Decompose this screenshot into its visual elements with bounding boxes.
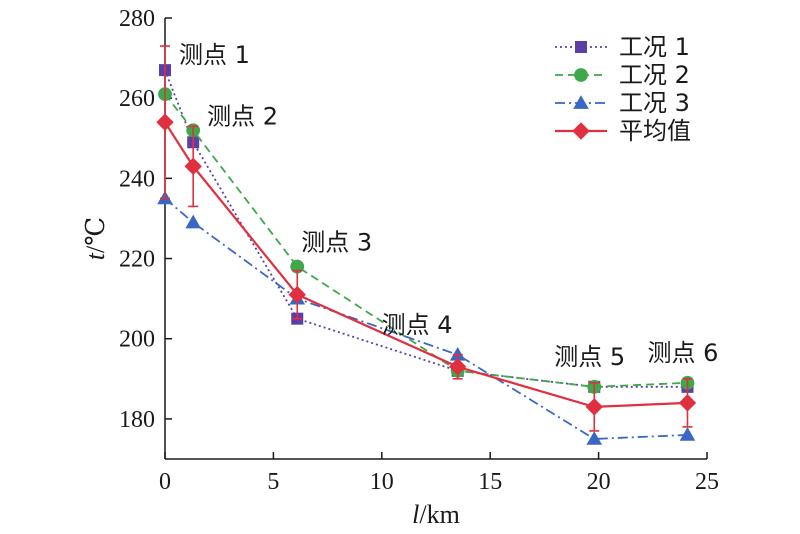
series-layer bbox=[156, 45, 697, 445]
data-point bbox=[185, 214, 201, 229]
legend-label: 工况 3 bbox=[619, 89, 690, 117]
y-tick-label: 240 bbox=[119, 166, 155, 192]
series-line bbox=[164, 69, 688, 388]
annotation-label: 测点 2 bbox=[207, 102, 278, 130]
legend-entry-3: 工况 3 bbox=[555, 89, 690, 117]
y-tick-label: 260 bbox=[119, 86, 155, 112]
x-tick-label: 10 bbox=[370, 469, 394, 495]
legend-marker bbox=[574, 68, 588, 82]
x-tick-label: 5 bbox=[267, 469, 279, 495]
x-axis-unit: /km bbox=[419, 500, 459, 529]
annotation-layer: 测点 1 测点 2 测点 3 测点 4 测点 5 测点 6 bbox=[179, 41, 718, 371]
y-tick-label: 220 bbox=[119, 247, 155, 273]
data-point bbox=[288, 285, 306, 304]
x-tick-label: 0 bbox=[159, 469, 171, 495]
data-point bbox=[679, 427, 696, 441]
y-tick-label: 180 bbox=[119, 407, 155, 433]
x-tick-label: 15 bbox=[478, 469, 502, 495]
x-axis-variable: l bbox=[412, 500, 419, 529]
data-point bbox=[586, 431, 603, 445]
x-tick-label: 25 bbox=[695, 469, 719, 495]
data-point bbox=[449, 346, 466, 361]
annotation-label: 测点 5 bbox=[554, 343, 625, 371]
series-4 bbox=[156, 45, 697, 432]
y-axis-label: t/℃ bbox=[81, 217, 110, 261]
annotation-label: 测点 1 bbox=[179, 41, 250, 69]
data-point bbox=[678, 394, 697, 412]
series-line bbox=[164, 121, 688, 408]
y-tick-label: 280 bbox=[119, 6, 155, 32]
data-point bbox=[448, 358, 467, 376]
y-axis-variable: t bbox=[81, 252, 110, 260]
legend-label: 工况 1 bbox=[619, 33, 690, 61]
y-tick-label: 200 bbox=[119, 327, 155, 353]
data-point bbox=[184, 157, 202, 176]
annotation-label: 测点 6 bbox=[647, 339, 718, 367]
legend-label: 工况 2 bbox=[619, 61, 690, 89]
annotation-label: 测点 4 bbox=[382, 311, 453, 339]
legend-label: 平均值 bbox=[619, 117, 691, 145]
series-3 bbox=[157, 190, 696, 445]
data-point bbox=[585, 398, 603, 416]
legend-entry-2: 工况 2 bbox=[555, 61, 690, 89]
axes: 0 5 10 15 20 25 180 200 220 240 260 280 bbox=[119, 6, 719, 495]
legend-entry-1: 工况 1 bbox=[555, 33, 690, 61]
x-tick-label: 20 bbox=[587, 469, 611, 495]
legend-marker bbox=[575, 41, 587, 53]
series-line bbox=[164, 93, 688, 388]
data-point bbox=[156, 113, 174, 131]
legend-marker bbox=[573, 95, 589, 109]
y-axis-unit: /℃ bbox=[81, 217, 110, 253]
annotation-label: 测点 3 bbox=[301, 229, 372, 257]
legend-marker bbox=[572, 122, 590, 140]
x-axis-label: l/km bbox=[412, 500, 460, 529]
legend-entry-4: 平均值 bbox=[555, 117, 691, 145]
